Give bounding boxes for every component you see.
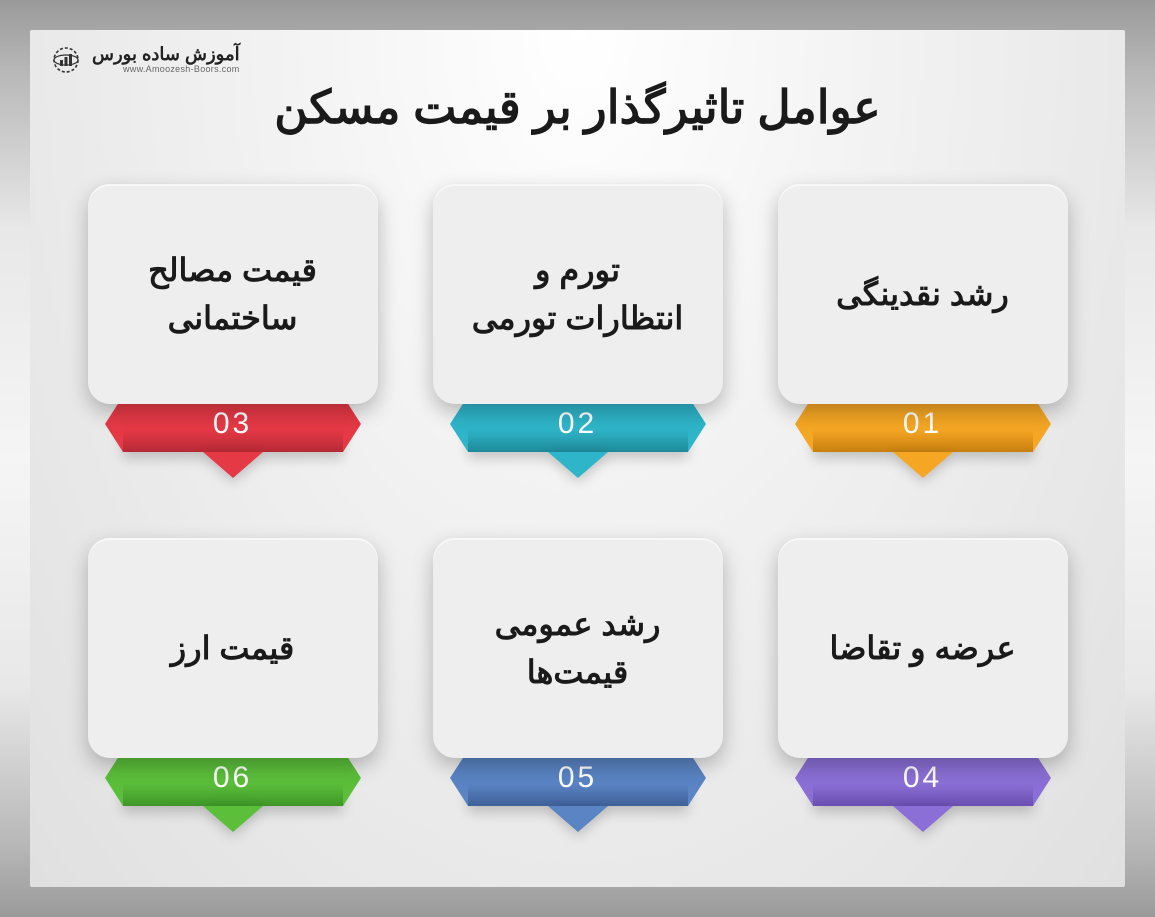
factor-card: عرضه و تقاضا 04: [775, 538, 1070, 832]
ribbon-number: 04: [813, 750, 1033, 806]
chevron-down-icon: [548, 806, 608, 832]
logo-text: آموزش ساده بورس www.Amoozesh-Boors.com: [92, 45, 240, 75]
card-label: تورم و انتظارات تورمی: [472, 246, 684, 342]
ribbon-number: 06: [123, 750, 343, 806]
ribbon-number: 05: [468, 750, 688, 806]
logo: آموزش ساده بورس www.Amoozesh-Boors.com: [48, 42, 240, 78]
logo-text-en: www.Amoozesh-Boors.com: [92, 65, 240, 75]
card-label: عرضه و تقاضا: [829, 624, 1015, 672]
number-ribbon: 01: [813, 396, 1033, 478]
logo-text-fa: آموزش ساده بورس: [92, 45, 240, 65]
globe-chart-icon: [48, 42, 84, 78]
chevron-down-icon: [203, 452, 263, 478]
ribbon-number: 03: [123, 396, 343, 452]
number-ribbon: 05: [468, 750, 688, 832]
card-box: قیمت مصالح ساختمانی: [88, 184, 378, 404]
factor-card: رشد عمومی قیمت‌ها 05: [430, 538, 725, 832]
card-box: تورم و انتظارات تورمی: [433, 184, 723, 404]
card-label: رشد نقدینگی: [836, 270, 1009, 318]
cards-grid: رشد نقدینگی 01 تورم و انتظارات تورمی 02 …: [30, 134, 1125, 872]
card-box: رشد عمومی قیمت‌ها: [433, 538, 723, 758]
chevron-down-icon: [203, 806, 263, 832]
card-box: رشد نقدینگی: [778, 184, 1068, 404]
card-label: قیمت مصالح ساختمانی: [148, 246, 317, 342]
number-ribbon: 03: [123, 396, 343, 478]
factor-card: قیمت ارز 06: [85, 538, 380, 832]
canvas: آموزش ساده بورس www.Amoozesh-Boors.com ع…: [30, 30, 1125, 887]
chevron-down-icon: [548, 452, 608, 478]
factor-card: قیمت مصالح ساختمانی 03: [85, 184, 380, 478]
chevron-down-icon: [893, 452, 953, 478]
factor-card: تورم و انتظارات تورمی 02: [430, 184, 725, 478]
card-box: عرضه و تقاضا: [778, 538, 1068, 758]
number-ribbon: 04: [813, 750, 1033, 832]
number-ribbon: 02: [468, 396, 688, 478]
ribbon-number: 01: [813, 396, 1033, 452]
number-ribbon: 06: [123, 750, 343, 832]
chevron-down-icon: [893, 806, 953, 832]
card-label: رشد عمومی قیمت‌ها: [495, 600, 661, 696]
ribbon-number: 02: [468, 396, 688, 452]
card-label: قیمت ارز: [171, 624, 295, 672]
factor-card: رشد نقدینگی 01: [775, 184, 1070, 478]
card-box: قیمت ارز: [88, 538, 378, 758]
